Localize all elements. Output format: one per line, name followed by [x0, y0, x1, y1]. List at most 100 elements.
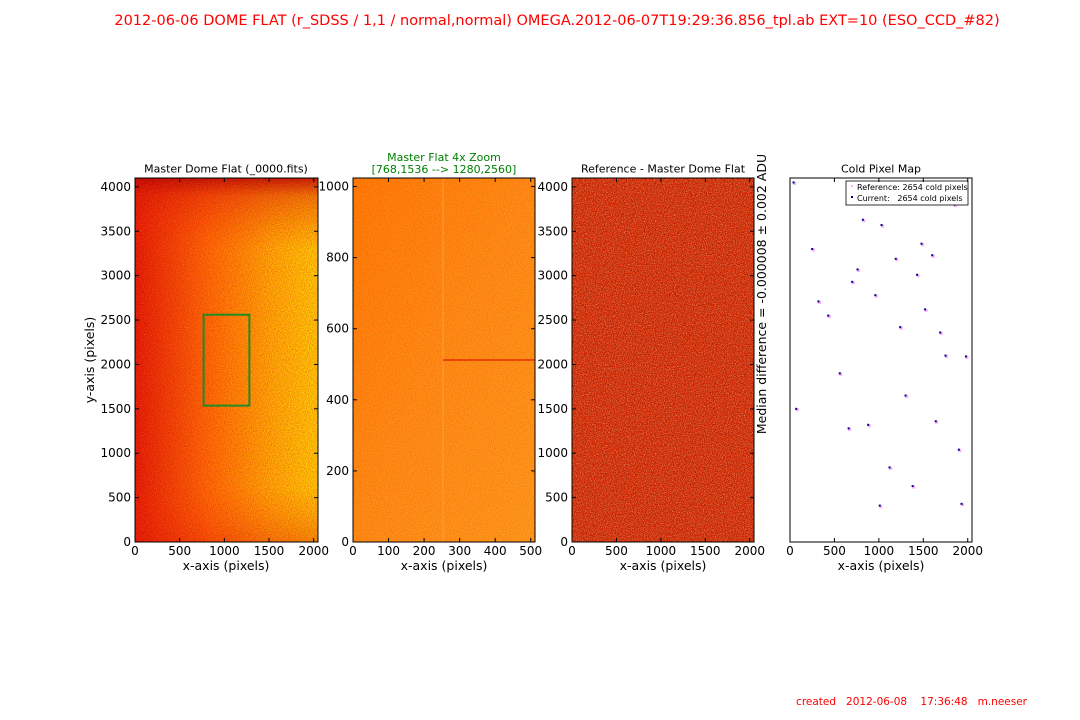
- panel-3-xlabel: x-axis (pixels): [620, 558, 707, 573]
- y-tick-label: 4000: [537, 180, 568, 194]
- y-tick-label: 3500: [537, 224, 568, 238]
- zoom-region-box: [202, 313, 251, 407]
- panel-cold-pixel-map: Cold Pixel Map Reference: 2654 cold pixe…: [786, 163, 983, 574]
- y-tick-label: 1000: [318, 180, 349, 194]
- current-cold-pixel: [911, 485, 914, 488]
- y-tick-label: 2500: [537, 313, 568, 327]
- y-tick-label: 1500: [537, 402, 568, 416]
- median-difference-label: Median difference = -0.000008 ± 0.002 AD…: [754, 154, 769, 434]
- panel-2-image: [353, 178, 535, 542]
- legend-current-marker: [851, 196, 853, 198]
- x-tick-label: 2000: [952, 544, 983, 558]
- x-tick-label: 1500: [908, 544, 939, 558]
- x-tick-label: 500: [823, 544, 846, 558]
- x-tick-label: 100: [377, 544, 400, 558]
- x-tick-label: 200: [413, 544, 436, 558]
- legend-reference-marker: [851, 185, 853, 187]
- y-tick-label: 600: [326, 322, 349, 336]
- panel-3-title: Reference - Master Dome Flat: [581, 163, 746, 176]
- x-tick-label: 0: [568, 544, 576, 558]
- footer-created: created 2012-06-08 17:36:48 m.neeser: [796, 696, 1028, 708]
- current-cold-pixel: [861, 218, 864, 221]
- legend-current-text: Current: 2654 cold pixels: [857, 194, 963, 203]
- panel-zoom: Master Flat 4x Zoom [768,1536 --> 1280,2…: [318, 151, 542, 573]
- panel-2-axes: 0 100 200 300 400 500 0 200 400 600 800 1000: [318, 178, 542, 558]
- x-tick-label: 500: [605, 544, 628, 558]
- x-tick-label: 2000: [298, 544, 329, 558]
- x-tick-label: 0: [786, 544, 794, 558]
- current-cold-pixel: [957, 448, 960, 451]
- y-tick-label: 500: [545, 491, 568, 505]
- panel-4-title: Cold Pixel Map: [841, 163, 921, 176]
- panel-3-image: [572, 178, 754, 542]
- x-tick-label: 1000: [646, 544, 677, 558]
- y-tick-label: 3500: [100, 224, 131, 238]
- panel-4-xlabel: x-axis (pixels): [838, 558, 925, 573]
- figure-title: 2012-06-06 DOME FLAT (r_SDSS / 1,1 / nor…: [114, 13, 999, 29]
- y-tick-label: 2000: [100, 357, 131, 371]
- x-tick-label: 400: [484, 544, 507, 558]
- current-cold-pixel: [888, 466, 891, 469]
- y-tick-label: 0: [341, 535, 349, 549]
- panel-1-image: [135, 178, 318, 542]
- current-cold-pixel: [934, 420, 937, 423]
- panel-difference: Reference - Master Dome Flat 0 500 1000 150…: [537, 154, 769, 573]
- x-tick-label: 1500: [690, 544, 721, 558]
- current-cold-pixel: [827, 314, 830, 317]
- panel-2-xlabel: x-axis (pixels): [401, 558, 488, 573]
- x-tick-label: 1000: [864, 544, 895, 558]
- panel-master-dome-flat: Master Dome Flat (_0000.fits) 0 500 1000 15…: [82, 163, 329, 574]
- current-cold-pixel: [931, 254, 934, 257]
- x-tick-label: 2000: [734, 544, 765, 558]
- current-cold-pixel: [894, 257, 897, 260]
- current-cold-pixel: [899, 326, 902, 329]
- current-cold-pixel: [920, 242, 923, 245]
- current-cold-pixel: [838, 372, 841, 375]
- x-tick-label: 500: [519, 544, 542, 558]
- current-cold-pixel: [792, 181, 795, 184]
- current-cold-pixel: [939, 331, 942, 334]
- legend: Reference: 2654 cold pixels Current: 265…: [845, 180, 969, 206]
- y-tick-label: 1000: [100, 446, 131, 460]
- y-tick-label: 1000: [537, 446, 568, 460]
- current-cold-pixel: [817, 300, 820, 303]
- current-cold-pixel: [856, 268, 859, 271]
- y-tick-label: 4000: [100, 180, 131, 194]
- current-cold-pixel: [878, 504, 881, 507]
- y-tick-label: 0: [560, 535, 568, 549]
- current-cold-pixel: [916, 273, 919, 276]
- current-cold-pixel: [960, 502, 963, 505]
- y-tick-label: 1500: [100, 402, 131, 416]
- y-tick-label: 200: [326, 464, 349, 478]
- y-tick-label: 2000: [537, 357, 568, 371]
- panel-1-ylabel: y-axis (pixels): [82, 317, 97, 404]
- current-cold-pixel: [867, 423, 870, 426]
- x-tick-label: 0: [349, 544, 357, 558]
- y-tick-label: 0: [123, 535, 131, 549]
- x-tick-label: 0: [131, 544, 139, 558]
- legend-reference-text: Reference: 2654 cold pixels: [857, 183, 968, 192]
- panel-2-subtitle: [768,1536 --> 1280,2560]: [372, 163, 517, 176]
- current-cold-pixel: [964, 355, 967, 358]
- panel-1-axes: 0 500 1000 1500 2000 0 500 1000 1500 2000 2500 3000…: [100, 178, 329, 558]
- x-tick-label: 500: [168, 544, 191, 558]
- x-tick-label: 1000: [209, 544, 240, 558]
- current-cold-pixel: [811, 248, 814, 251]
- current-cold-pixel: [924, 308, 927, 311]
- y-tick-label: 400: [326, 393, 349, 407]
- current-cold-pixel: [874, 294, 877, 297]
- current-cold-pixel: [904, 394, 907, 397]
- panel-1-xlabel: x-axis (pixels): [183, 558, 270, 573]
- current-cold-pixel: [944, 354, 947, 357]
- current-cold-pixel: [880, 224, 883, 227]
- current-cold-pixel: [847, 427, 850, 430]
- y-tick-label: 800: [326, 251, 349, 265]
- y-tick-label: 3000: [537, 269, 568, 283]
- panel-4-axes: 0 500 1000 1500 2000: [786, 178, 983, 558]
- panel-2-title: Master Flat 4x Zoom: [387, 151, 501, 164]
- y-tick-label: 3000: [100, 269, 131, 283]
- panel-3-axes: 0 500 1000 1500 2000 0 500 1000 1500 2000 2500 3000…: [537, 178, 765, 558]
- panel-1-title: Master Dome Flat (_0000.fits): [144, 163, 308, 176]
- current-cold-pixel: [795, 407, 798, 410]
